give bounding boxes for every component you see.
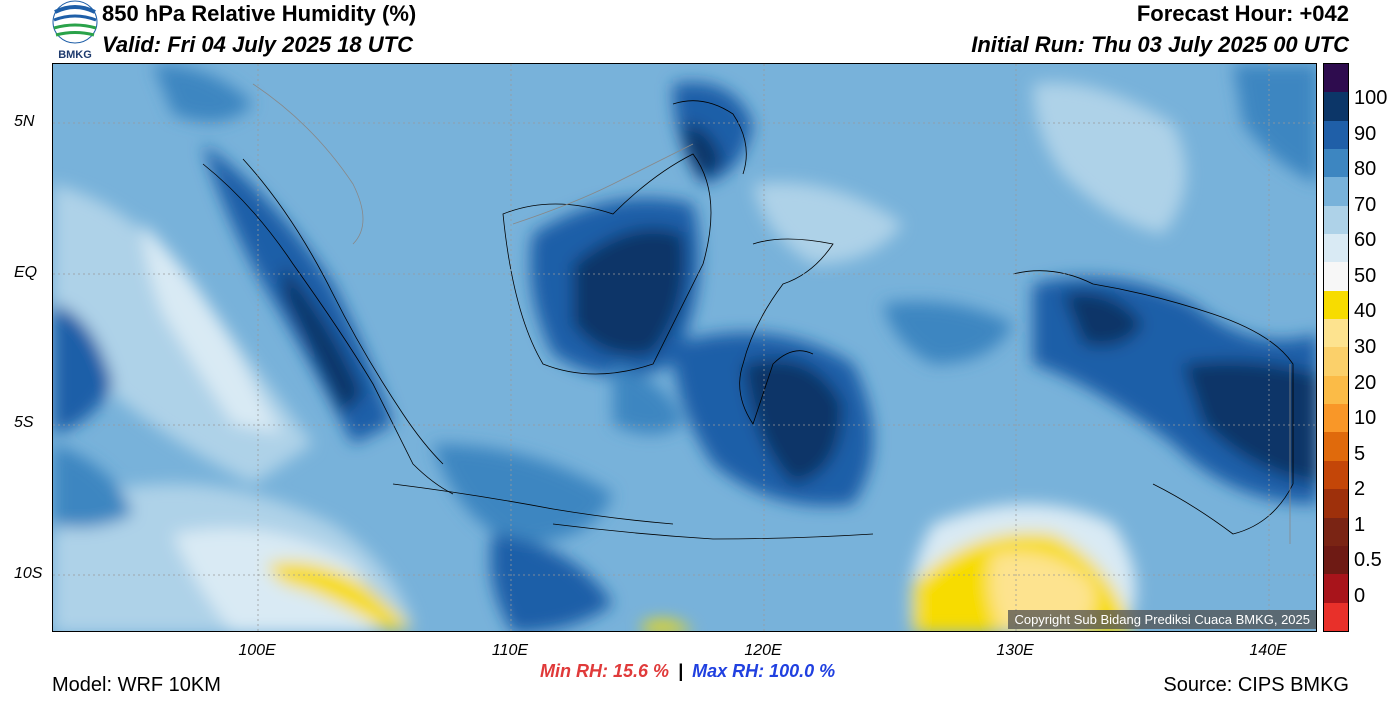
bmkg-logo: BMKG (52, 0, 98, 62)
colorbar-segment (1324, 205, 1348, 235)
logo-text: BMKG (58, 49, 92, 61)
colorbar-segment (1324, 120, 1348, 150)
valid-time: Valid: Fri 04 July 2025 18 UTC (102, 32, 413, 57)
graticule (53, 64, 1316, 631)
colorbar-segment (1324, 602, 1348, 631)
colorbar-segment (1324, 92, 1348, 121)
colorbar-label: 0.5 (1354, 549, 1382, 572)
colorbar-label: 2 (1354, 478, 1366, 501)
chart-title: 850 hPa Relative Humidity (%) (102, 1, 417, 26)
humidity-map: Copyright Sub Bidang Prediksi Cuaca BMKG… (52, 63, 1317, 632)
humidity-field (53, 64, 1316, 631)
lon-label-130e: 130E (996, 642, 1034, 659)
initial-run: Initial Run: Thu 03 July 2025 00 UTC (971, 32, 1349, 57)
colorbar-segment (1324, 404, 1348, 433)
colorbar-label: 70 (1354, 193, 1377, 216)
colorbar-label: 5 (1354, 442, 1366, 465)
colorbar-segment (1324, 460, 1348, 490)
stats-separator: | (678, 661, 684, 681)
max-rh: Max RH: 100.0 % (692, 661, 836, 681)
lon-label-140e: 140E (1249, 642, 1287, 659)
colorbar-segment (1324, 234, 1348, 263)
colorbar-segment (1324, 347, 1348, 376)
forecast-hour: Forecast Hour: +042 (1136, 1, 1349, 26)
colorbar-segment (1324, 545, 1348, 575)
lat-label-5s: 5S (14, 414, 34, 431)
coastlines (202, 100, 1294, 540)
colorbar-segment (1324, 574, 1348, 603)
colorbar-segment (1324, 290, 1348, 320)
colorbar-label: 10 (1354, 407, 1377, 430)
colorbar-label: 80 (1354, 158, 1377, 181)
colorbar-segment (1324, 375, 1348, 405)
colorbar-label: 0 (1354, 584, 1366, 607)
colorbar-segment (1324, 517, 1348, 546)
colorbar-label: 100 (1354, 87, 1388, 109)
colorbar-segment (1324, 432, 1348, 461)
rh-stats: Min RH: 15.6 % | Max RH: 100.0 % (540, 661, 835, 682)
model-info: Model: WRF 10KM (52, 674, 221, 696)
lon-label-100e: 100E (238, 642, 276, 659)
colorbar-label: 20 (1354, 371, 1377, 394)
colorbar-segment (1324, 177, 1348, 206)
colorbar-segment (1324, 149, 1348, 178)
colorbar-segment (1324, 262, 1348, 291)
lon-label-120e: 120E (744, 642, 782, 659)
colorbar-label: 40 (1354, 300, 1377, 323)
colorbar-segment (1324, 64, 1348, 93)
colorbar-label: 50 (1354, 264, 1377, 287)
colorbar-label: 1 (1354, 513, 1366, 536)
lon-label-110e: 110E (491, 642, 529, 659)
colorbar-label: 60 (1354, 229, 1377, 252)
colorbar-label: 30 (1354, 335, 1377, 358)
lat-label-eq: EQ (14, 264, 38, 281)
lat-label-5n: 5N (14, 113, 35, 130)
lat-label-10s: 10S (14, 565, 43, 582)
colorbar-segment (1324, 489, 1348, 518)
colorbar-segment (1324, 319, 1348, 348)
colorbar-label: 90 (1354, 122, 1377, 145)
colorbar (1323, 63, 1349, 632)
min-rh: Min RH: 15.6 % (540, 661, 670, 681)
source-info: Source: CIPS BMKG (1163, 674, 1349, 696)
copyright-notice: Copyright Sub Bidang Prediksi Cuaca BMKG… (1008, 610, 1316, 629)
